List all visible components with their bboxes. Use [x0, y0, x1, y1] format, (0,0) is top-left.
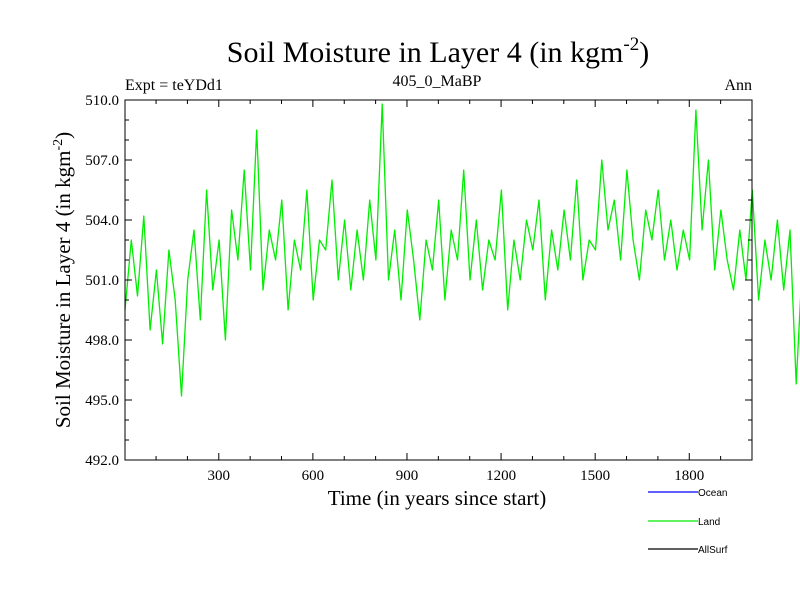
x-tick-label: 1200	[486, 468, 516, 484]
legend-label-land: Land	[698, 517, 720, 528]
x-tick-label: 600	[302, 468, 325, 484]
subtitle-center: 405_0_MaBP	[393, 73, 482, 90]
axes-layer: 300 600 900 1200 1500 1800 492.0 495.0 498.0 501.…	[85, 93, 753, 484]
legend: Ocean Land AllSurf	[648, 488, 728, 556]
y-tick-label: 504.0	[85, 213, 119, 229]
y-tick-label: 510.0	[85, 93, 119, 109]
ylabel-close: )	[51, 132, 75, 139]
legend-label-allsurf: AllSurf	[698, 545, 728, 556]
y-tick-label: 498.0	[85, 333, 119, 349]
y-tick-label: 492.0	[85, 453, 119, 469]
title-close: )	[639, 36, 649, 69]
y-tick-label: 501.0	[85, 273, 119, 289]
subtitle-left: Expt = teYDd1	[125, 77, 223, 94]
series-line-land	[124, 103, 800, 397]
ylabel-superscript: -2	[51, 139, 66, 151]
x-tick-label: 900	[396, 468, 419, 484]
plot-frame	[124, 99, 753, 461]
x-tick-label: 1800	[674, 468, 704, 484]
x-tick-label: 1500	[580, 468, 610, 484]
legend-label-ocean: Ocean	[698, 488, 727, 499]
x-axis-label: Time (in years since start)	[328, 486, 547, 510]
series-layer	[124, 103, 800, 397]
y-tick-label: 495.0	[85, 393, 119, 409]
chart-title: Soil Moisture in Layer 4 (in kgm-2)	[227, 34, 649, 69]
x-tick-label: 300	[208, 468, 231, 484]
y-tick-label: 507.0	[85, 153, 119, 169]
subtitle-right: Ann	[724, 77, 752, 94]
title-superscript: -2	[623, 34, 639, 55]
y-axis-label: Soil Moisture in Layer 4 (in kgm-2)	[51, 132, 75, 428]
